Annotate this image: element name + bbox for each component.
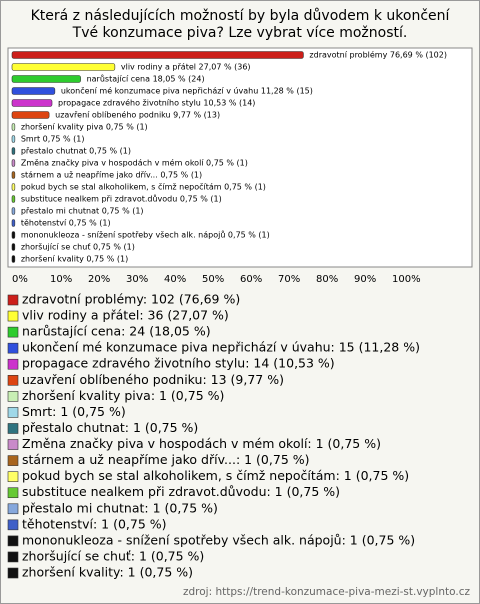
legend-swatch	[7, 423, 19, 434]
legend-label: uzavření oblíbeného podniku: 13 (9,77 %)	[22, 372, 284, 387]
bar-label: vliv rodiny a přátel 27,07 % (36)	[121, 63, 251, 72]
bar	[11, 171, 16, 179]
bar-label: Změna značky piva v hospodách v mém okol…	[21, 158, 248, 168]
bar-label: substituce nealkem při zdravot.důvodu 0,…	[21, 194, 222, 204]
x-tick-label: 0%	[12, 274, 28, 285]
bar-label: propagace zdravého životního stylu 10,53…	[58, 98, 255, 108]
x-tick-label: 10%	[50, 274, 72, 285]
bar-label: narůstající cena 18,05 % (24)	[87, 74, 205, 84]
plot-area	[7, 47, 473, 268]
legend-label: mononukleoza - snížení spotřeby všech al…	[22, 532, 415, 547]
legend-label: ukončení mé konzumace piva nepřichází v …	[22, 340, 420, 355]
bar-label: Smrt 0,75 % (1)	[21, 135, 85, 144]
legend-swatch	[7, 439, 19, 450]
bar-label: přestalo mi chutnat 0,75 % (1)	[21, 207, 144, 216]
bar	[11, 255, 16, 263]
legend-label: zhoršující se chuť: 1 (0,75 %)	[22, 548, 204, 563]
x-tick-label: 90%	[354, 274, 376, 285]
legend-label: těhotenství: 1 (0,75 %)	[22, 516, 167, 531]
bar-label: mononukleoza - snížení spotřeby všech al…	[21, 230, 270, 240]
x-tick-label: 100%	[392, 274, 421, 285]
legend-swatch	[7, 455, 19, 466]
legend-label: přestalo mi chutnat: 1 (0,75 %)	[22, 500, 218, 515]
legend-swatch	[7, 294, 19, 306]
bar	[11, 87, 56, 95]
legend-label: zhoršení kvality: 1 (0,75 %)	[22, 565, 193, 580]
legend-label: stárnem a už neapříme jako dřív...: 1 (0…	[22, 452, 310, 467]
bar	[11, 147, 16, 155]
legend-swatch	[7, 471, 19, 482]
legend-label: propagace zdravého životního stylu: 14 (…	[22, 356, 335, 371]
legend-swatch	[7, 567, 19, 579]
legend-label: Smrt: 1 (0,75 %)	[22, 404, 126, 419]
legend-swatch	[7, 487, 19, 499]
source: zdroj: https://trend-konzumace-piva-mezi…	[183, 586, 471, 598]
legend-label: Změna značky piva v hospodách v mém okol…	[22, 436, 381, 451]
bar-label: přestalo chutnat 0,75 % (1)	[21, 147, 131, 156]
x-tick-label: 50%	[202, 274, 224, 285]
bar	[11, 243, 16, 251]
x-tick-label: 20%	[88, 274, 110, 285]
bar	[11, 75, 81, 83]
legend-swatch	[7, 326, 19, 338]
bar	[11, 123, 16, 131]
bar-label: těhotenství 0,75 % (1)	[21, 219, 111, 228]
legend-swatch	[7, 374, 19, 386]
bar-label: pokud bych se stal alkoholikem, s čímž n…	[21, 182, 266, 192]
legend-label: zhoršení kvality piva: 1 (0,75 %)	[22, 388, 224, 403]
bar-label: uzavření oblíbeného podniku 9,77 % (13)	[55, 110, 220, 120]
bar	[11, 231, 16, 239]
legend-swatch	[7, 407, 19, 418]
bar	[11, 51, 304, 59]
bar	[11, 219, 16, 227]
legend-label: zdravotní problémy: 102 (76,69 %)	[22, 292, 240, 307]
legend-swatch	[7, 551, 19, 563]
legend-label: přestalo chutnat: 1 (0,75 %)	[22, 420, 198, 435]
bar	[11, 207, 16, 215]
legend-swatch	[7, 342, 19, 354]
legend-swatch	[7, 358, 19, 370]
bar	[11, 159, 16, 167]
legend-label: pokud bych se stal alkoholikem, s čímž n…	[22, 468, 409, 483]
bar-label: zhoršení kvality piva 0,75 % (1)	[21, 122, 148, 132]
legend-label: substituce nealkem při zdravot.důvodu: 1…	[22, 484, 340, 499]
legend-swatch	[7, 535, 19, 547]
bar	[11, 63, 116, 71]
bar-label: stárnem a už neapříme jako dřív... 0,75 …	[21, 171, 202, 180]
legend-swatch	[7, 310, 19, 322]
chart-title: Která z následujících možností by byla d…	[30, 8, 450, 41]
bar-label: ukončení mé konzumace piva nepřichází v …	[61, 86, 313, 96]
legend-label: narůstající cena: 24 (18,05 %)	[22, 324, 211, 339]
bar	[11, 99, 53, 107]
bar	[11, 195, 16, 203]
x-tick-label: 70%	[278, 274, 300, 285]
bar	[11, 183, 16, 191]
bar	[11, 111, 50, 119]
x-tick-label: 80%	[316, 274, 338, 285]
bar-label: zdravotní problémy 76,69 % (102)	[309, 50, 447, 60]
legend-swatch	[7, 519, 19, 531]
x-tick-label: 60%	[240, 274, 262, 285]
bar	[11, 135, 16, 143]
bar-label: zhoršující se chuť 0,75 % (1)	[21, 242, 135, 252]
legend-label: vliv rodiny a přátel: 36 (27,07 %)	[22, 308, 229, 323]
bar-label: zhoršení kvality 0,75 % (1)	[21, 254, 128, 264]
legend-swatch	[7, 503, 19, 515]
legend-swatch	[7, 391, 19, 402]
x-tick-label: 30%	[126, 274, 148, 285]
x-tick-label: 40%	[164, 274, 186, 285]
